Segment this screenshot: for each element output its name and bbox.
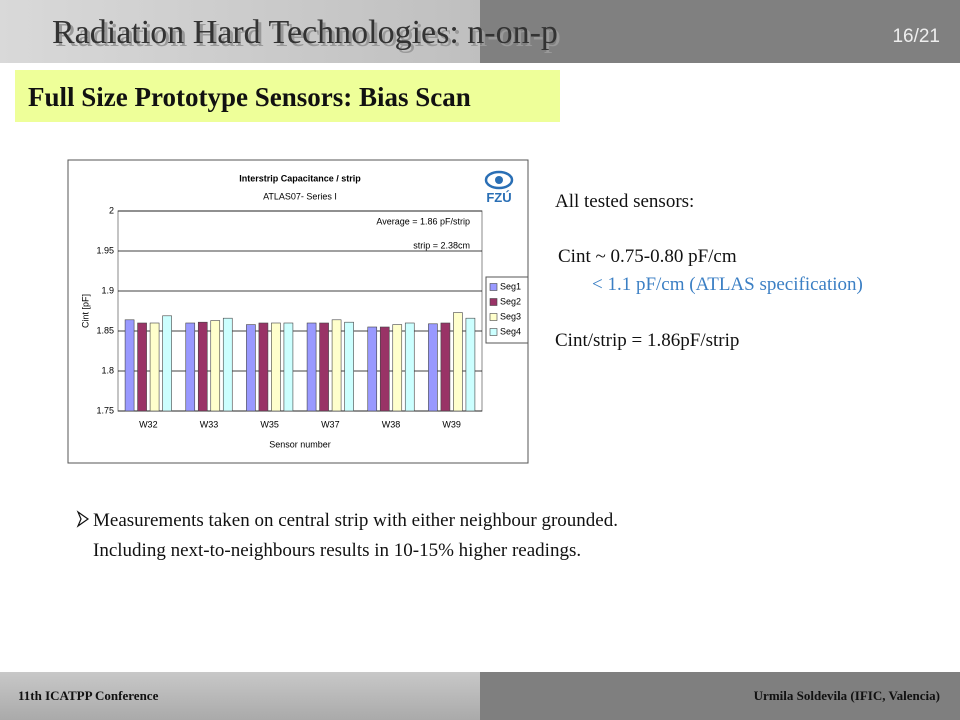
y-tick-label: 1.9 xyxy=(101,285,114,295)
bar xyxy=(319,322,329,412)
x-tick-label: W35 xyxy=(260,419,279,429)
bar xyxy=(185,322,196,412)
bar xyxy=(246,324,256,412)
legend-label: Seg2 xyxy=(500,296,521,306)
footer-left xyxy=(0,672,480,720)
bar xyxy=(222,317,233,412)
bar xyxy=(271,322,281,412)
footer-text: 11th ICATPP Conference xyxy=(18,688,159,703)
bar xyxy=(344,321,354,412)
chart-title: Interstrip Capacitance / strip xyxy=(239,173,361,183)
bullet-text: Measurements taken on central strip with… xyxy=(93,510,618,531)
x-tick-label: W38 xyxy=(382,419,401,429)
header-left xyxy=(0,0,480,63)
legend-swatch xyxy=(489,328,498,336)
bar xyxy=(453,312,463,412)
bar xyxy=(137,322,147,412)
legend-label: Seg1 xyxy=(500,281,521,291)
bar xyxy=(331,319,342,412)
x-tick-label: W33 xyxy=(200,419,219,429)
bullet-icon xyxy=(76,510,90,528)
bar xyxy=(379,326,390,412)
x-tick-label: W37 xyxy=(321,419,340,429)
bar xyxy=(465,317,476,412)
bar xyxy=(392,324,403,412)
footer-right xyxy=(480,672,960,720)
logo: FZÚ xyxy=(484,170,514,205)
legend-swatch xyxy=(489,283,498,291)
legend-label: Seg4 xyxy=(500,326,521,336)
header-right xyxy=(480,0,960,63)
bar xyxy=(283,322,294,412)
plot-area xyxy=(117,210,483,412)
bar xyxy=(162,315,172,412)
y-tick-label: 1.85 xyxy=(96,325,114,335)
y-tick-label: 1.95 xyxy=(96,245,114,255)
bar xyxy=(306,322,317,412)
note: Cint/strip = 1.86pF/strip xyxy=(555,330,739,351)
annotation: Average = 1.86 pF/strip xyxy=(376,216,470,226)
x-axis-title: Sensor number xyxy=(269,439,331,449)
page-number: 16/21 xyxy=(892,26,940,47)
y-tick-label: 1.75 xyxy=(96,405,114,415)
annotation: strip = 2.38cm xyxy=(413,240,470,250)
bullet-text: Including next-to-neighbours results in … xyxy=(93,540,581,561)
legend-swatch xyxy=(489,313,498,321)
bar xyxy=(404,322,415,412)
x-tick-label: W39 xyxy=(442,419,461,429)
bar xyxy=(197,321,208,412)
legend-swatch xyxy=(489,298,498,306)
x-tick-label: W32 xyxy=(139,419,158,429)
footer-text: Urmila Soldevila (IFIC, Valencia) xyxy=(754,688,940,703)
bar xyxy=(210,320,221,412)
chart: Interstrip Capacitance / strip ATLAS07- … xyxy=(67,159,529,464)
note: Cint ~ 0.75-0.80 pF/cm xyxy=(558,246,737,267)
title-shadow: Radiation Hard Technologies: n-on-p xyxy=(55,17,561,54)
bar xyxy=(367,326,378,412)
bar xyxy=(258,322,269,412)
bar xyxy=(428,323,438,412)
bar xyxy=(440,322,451,412)
bar xyxy=(149,322,160,412)
bar xyxy=(124,319,135,412)
subtitle: Full Size Prototype Sensors: Bias Scan xyxy=(28,82,471,112)
subtitle-box xyxy=(15,70,560,122)
y-tick-label: 2 xyxy=(109,205,114,215)
chart-subtitle: ATLAS07- Series I xyxy=(263,191,337,201)
slide-title: Radiation Hard Technologies: n-on-p xyxy=(52,14,558,51)
note: < 1.1 pF/cm (ATLAS specification) xyxy=(592,274,863,295)
y-axis-title: Cint [pF] xyxy=(80,294,90,328)
y-tick-label: 1.8 xyxy=(101,365,114,375)
note: All tested sensors: xyxy=(555,191,694,212)
legend-label: Seg3 xyxy=(500,311,521,321)
logo-text: FZÚ xyxy=(486,190,511,205)
